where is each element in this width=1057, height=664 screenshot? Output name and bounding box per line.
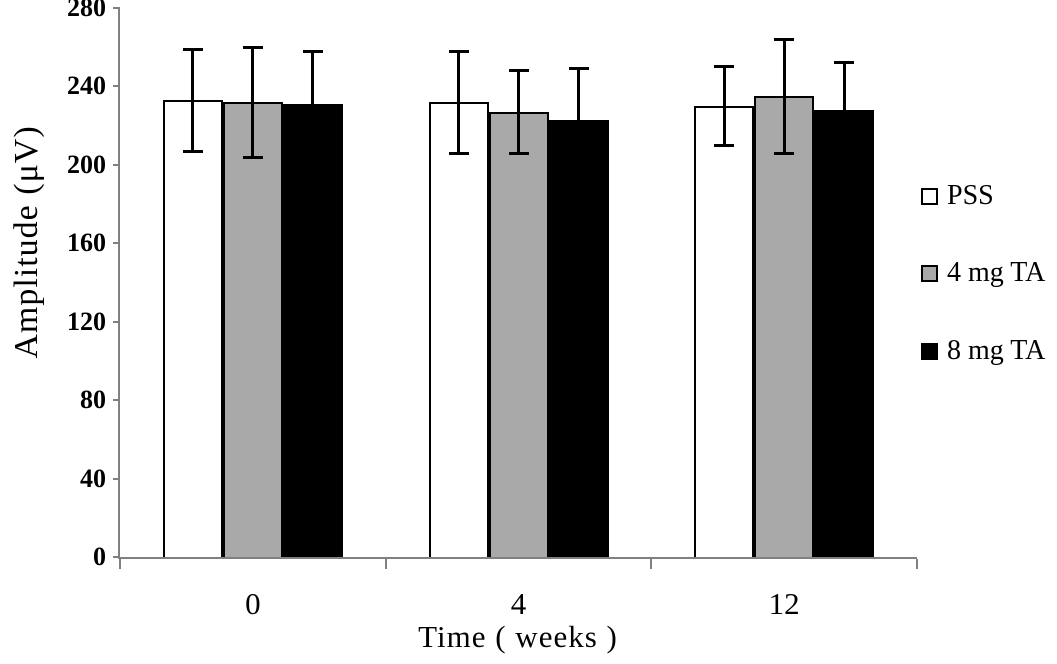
legend-swatch-8-mg-ta bbox=[921, 342, 938, 360]
legend-swatch-pss bbox=[921, 187, 938, 205]
error-bar-cap bbox=[508, 69, 529, 73]
error-bar bbox=[782, 39, 786, 154]
y-tick-mark bbox=[113, 320, 120, 323]
legend-label: PSS bbox=[947, 180, 994, 211]
bar-4-mg-ta-week-4 bbox=[488, 111, 549, 557]
error-bar bbox=[842, 62, 846, 157]
y-tick-mark bbox=[113, 399, 120, 402]
error-bar-cap bbox=[568, 169, 589, 173]
bar-8-mg-ta-week-12 bbox=[814, 109, 875, 557]
error-bar-cap bbox=[448, 151, 469, 155]
bar-pss-week-4 bbox=[428, 102, 489, 557]
error-bar-cap bbox=[774, 37, 795, 41]
error-bar-cap bbox=[448, 49, 469, 53]
error-bar-cap bbox=[182, 149, 203, 153]
x-tick-mark bbox=[650, 559, 653, 569]
legend-item-4-mg-ta: 4 mg TA bbox=[921, 259, 1045, 287]
legend-swatch-4-mg-ta bbox=[921, 264, 938, 282]
y-tick-label: 160 bbox=[67, 228, 106, 258]
legend-item-8-mg-ta: 8 mg TA bbox=[921, 337, 1045, 365]
error-bar-cap bbox=[508, 151, 529, 155]
y-tick-label: 280 bbox=[67, 0, 106, 22]
y-tick-mark bbox=[113, 477, 120, 480]
bar-pss-week-0 bbox=[162, 100, 223, 557]
y-tick-label: 0 bbox=[93, 542, 106, 571]
error-bar-cap bbox=[714, 143, 735, 147]
legend-label: 4 mg TA bbox=[947, 257, 1046, 288]
error-bar-cap bbox=[242, 155, 263, 159]
legend-item-pss: PSS bbox=[921, 182, 994, 210]
x-axis-title: Time ( weeks ) bbox=[418, 619, 618, 654]
error-bar-cap bbox=[834, 155, 855, 159]
x-tick-label: 4 bbox=[510, 586, 527, 621]
x-tick-label: 12 bbox=[768, 586, 800, 621]
x-tick-mark bbox=[384, 559, 387, 569]
error-bar bbox=[577, 68, 580, 171]
error-bar-cap bbox=[302, 49, 323, 53]
error-bar bbox=[251, 47, 255, 157]
error-bar-cap bbox=[714, 65, 735, 69]
x-tick-mark bbox=[119, 559, 121, 569]
y-tick-mark bbox=[113, 85, 120, 88]
y-tick-mark bbox=[113, 163, 120, 166]
error-bar-cap bbox=[182, 47, 203, 51]
error-bar bbox=[517, 70, 520, 154]
y-tick-mark bbox=[113, 242, 120, 245]
y-tick-label: 240 bbox=[67, 71, 106, 101]
error-bar-cap bbox=[242, 45, 263, 49]
y-tick-label: 40 bbox=[80, 463, 106, 493]
error-bar-cap bbox=[834, 61, 855, 65]
y-tick-mark bbox=[113, 7, 120, 9]
bar-8-mg-ta-week-0 bbox=[282, 104, 343, 557]
error-bar bbox=[457, 51, 460, 154]
error-bar-cap bbox=[568, 67, 589, 71]
error-bar-cap bbox=[302, 155, 323, 159]
error-bar bbox=[722, 66, 726, 146]
x-tick-label: 0 bbox=[245, 586, 261, 621]
error-bar-cap bbox=[774, 151, 795, 155]
error-bar bbox=[311, 51, 315, 157]
y-tick-label: 80 bbox=[80, 385, 106, 415]
x-tick-mark bbox=[916, 559, 918, 569]
bar-4-mg-ta-week-0 bbox=[222, 102, 283, 557]
x-axis-line bbox=[118, 557, 917, 559]
y-axis-line bbox=[118, 7, 120, 559]
y-tick-mark bbox=[113, 556, 120, 558]
y-tick-label: 120 bbox=[67, 306, 106, 336]
y-tick-label: 200 bbox=[67, 149, 106, 179]
bar-8-mg-ta-week-4 bbox=[548, 119, 609, 557]
legend-label: 8 mg TA bbox=[947, 335, 1046, 366]
bar-pss-week-12 bbox=[694, 106, 755, 557]
error-bar bbox=[191, 49, 195, 152]
bar-4-mg-ta-week-12 bbox=[754, 96, 815, 557]
